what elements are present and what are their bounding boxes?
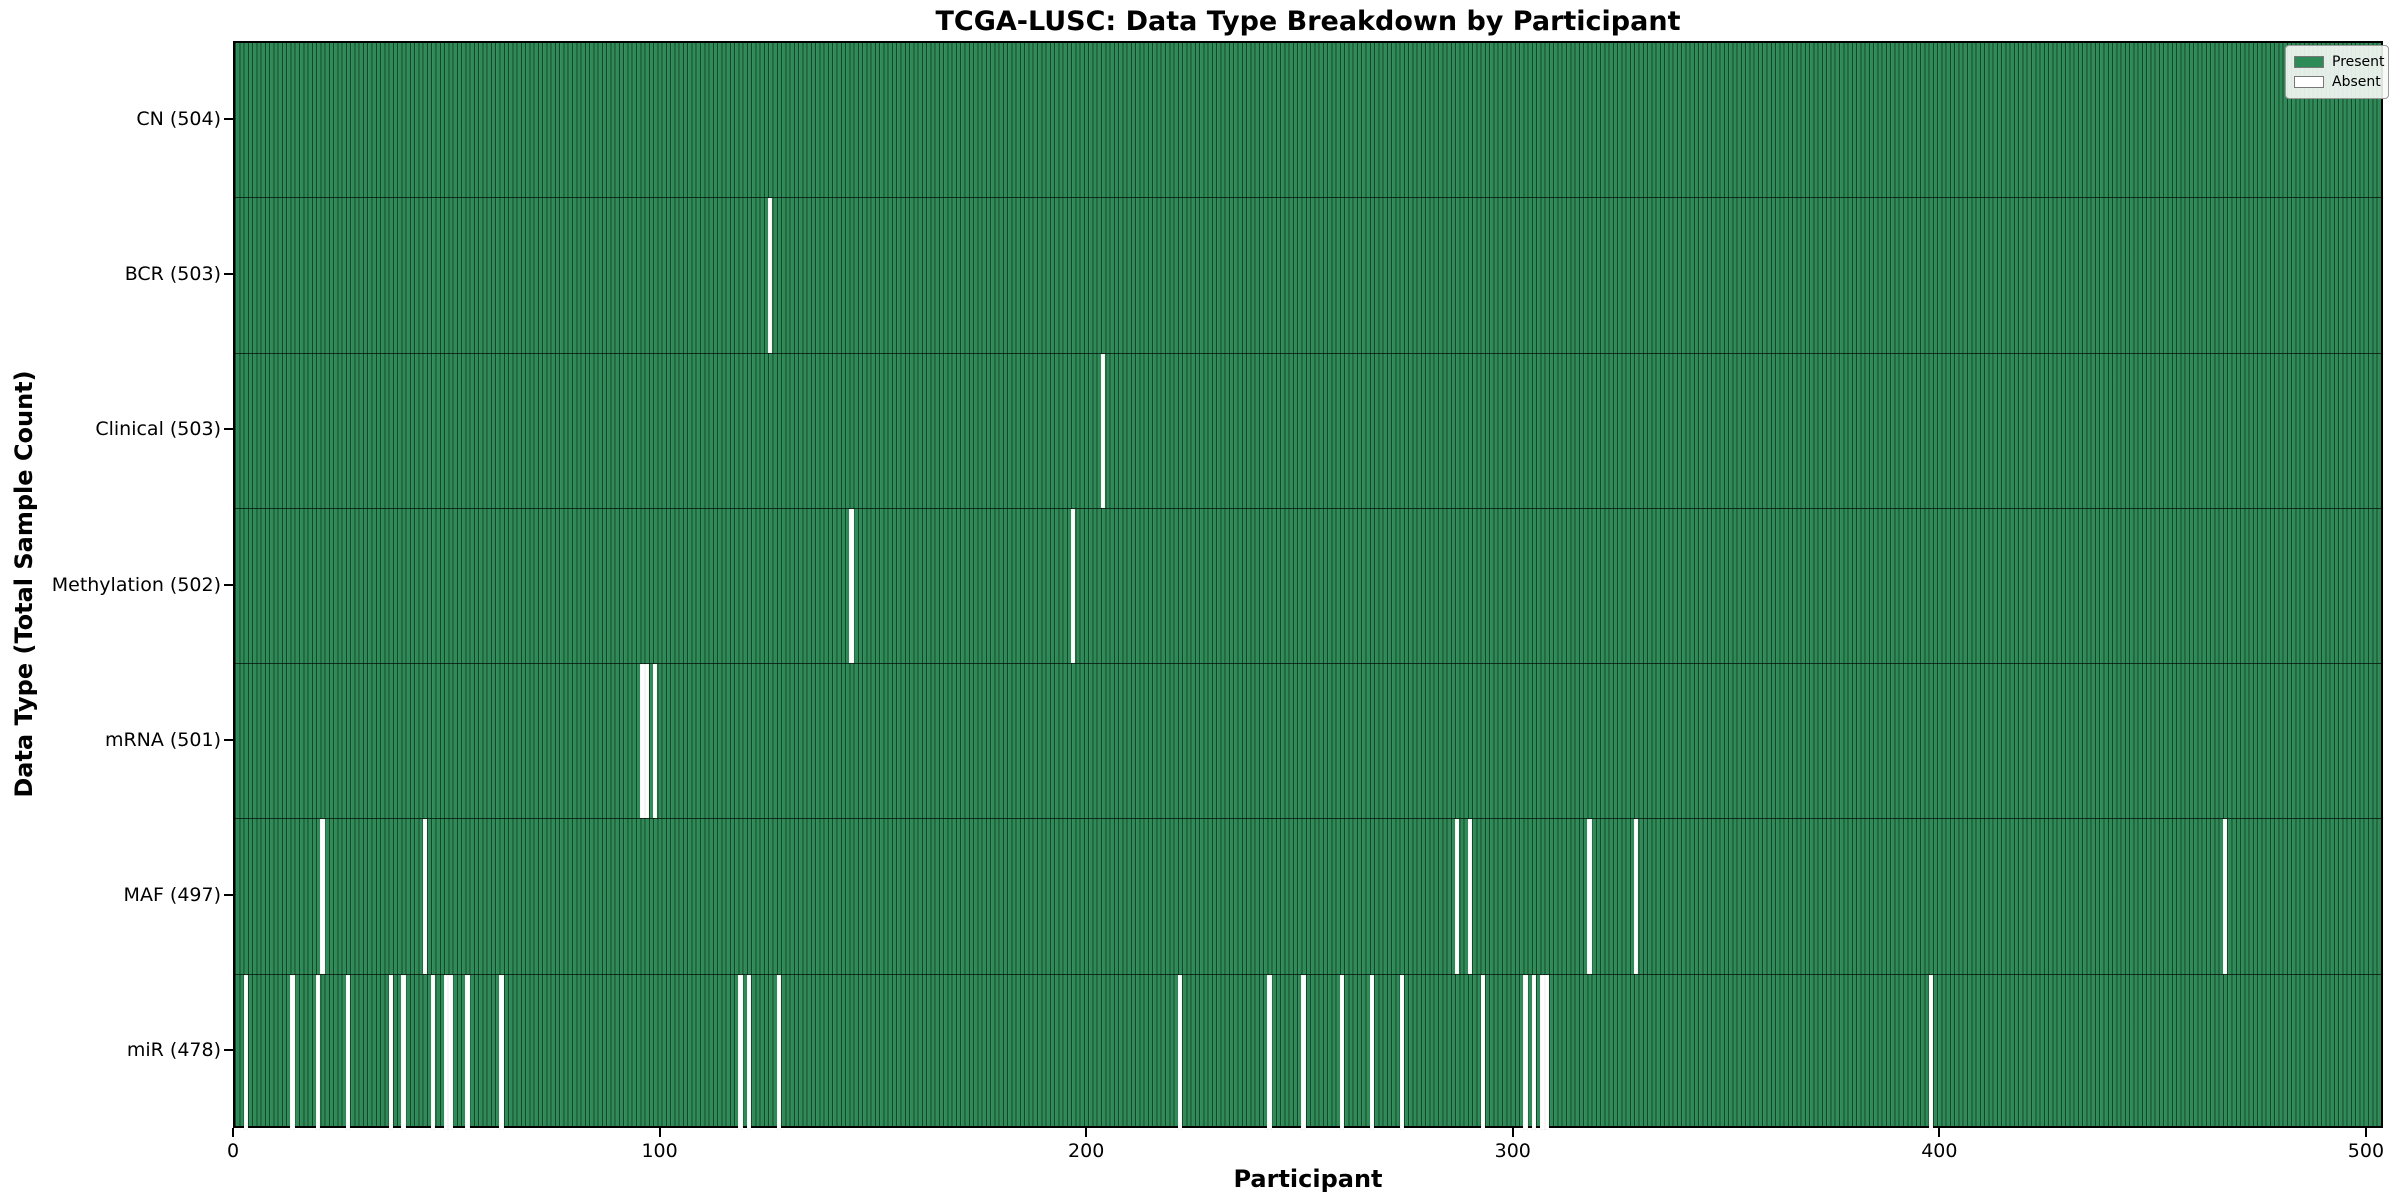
x-tick-label-400: 400: [1921, 1140, 1958, 1162]
row-band-Methylation: [235, 508, 2381, 665]
absent-cell: [1399, 974, 1404, 1130]
legend: Present Absent: [2285, 45, 2389, 99]
x-axis-label: Participant: [1233, 1165, 1383, 1193]
absent-cell: [1267, 974, 1272, 1130]
absent-cell: [444, 974, 449, 1130]
row-band-CN: [235, 43, 2381, 199]
y-tick-mark: [224, 894, 233, 897]
plot-area: [233, 41, 2383, 1130]
absent-cell: [849, 508, 854, 664]
absent-cell: [1467, 819, 1473, 974]
absent-cell: [465, 974, 470, 1130]
absent-cell: [401, 974, 406, 1130]
x-tick-label-500: 500: [2347, 1140, 2385, 1162]
absent-cell: [738, 974, 743, 1130]
y-tick-mark: [224, 428, 233, 431]
absent-cell: [345, 974, 351, 1130]
y-tick-label-mRNA: mRNA (501): [104, 728, 221, 751]
absent-cell: [1531, 974, 1537, 1130]
legend-swatch-present: [2294, 56, 2324, 68]
y-tick-label-miR: miR (478): [126, 1039, 221, 1062]
y-tick-mark: [224, 117, 233, 120]
absent-cell: [2222, 819, 2228, 974]
absent-cell: [1369, 974, 1374, 1130]
absent-cell: [1455, 819, 1460, 974]
absent-cell: [1339, 974, 1345, 1130]
absent-cell: [1100, 353, 1106, 508]
absent-cell: [1071, 508, 1076, 664]
x-tick-mark: [232, 1128, 234, 1137]
x-tick-label-300: 300: [1494, 1140, 1531, 1162]
absent-cell: [431, 974, 436, 1130]
y-tick-label-MAF: MAF (497): [123, 884, 221, 907]
absent-cell: [448, 974, 453, 1130]
absent-cell: [1587, 819, 1592, 974]
absent-cell: [1634, 819, 1639, 974]
y-tick-label-Clinical: Clinical (503): [95, 418, 221, 441]
x-tick-label-200: 200: [1068, 1140, 1105, 1162]
absent-cell: [320, 819, 325, 974]
absent-cell: [1540, 974, 1545, 1130]
x-tick-label-0: 0: [226, 1140, 240, 1162]
x-tick-mark: [658, 1128, 661, 1137]
absent-cell: [1523, 974, 1528, 1130]
x-tick-mark: [1511, 1128, 1514, 1137]
row-band-miR: [235, 974, 2381, 1130]
row-band-MAF: [235, 819, 2381, 975]
y-tick-mark: [224, 738, 233, 741]
y-axis-label: Data Type (Total Sample Count): [10, 370, 38, 798]
absent-cell: [243, 974, 248, 1130]
y-tick-mark: [224, 272, 233, 275]
absent-cell: [290, 974, 295, 1130]
y-tick-mark: [224, 1049, 233, 1052]
legend-item-present: Present: [2294, 52, 2385, 72]
absent-cell: [776, 974, 782, 1130]
legend-label-present: Present: [2332, 54, 2385, 70]
absent-cell: [422, 819, 427, 974]
absent-cell: [1480, 974, 1485, 1130]
absent-cell: [316, 974, 321, 1130]
absent-cell: [388, 974, 393, 1130]
absent-cell: [1301, 974, 1306, 1130]
legend-swatch-absent: [2294, 76, 2324, 88]
absent-cell: [644, 664, 649, 819]
absent-cell: [746, 974, 752, 1130]
legend-item-absent: Absent: [2294, 72, 2381, 92]
x-tick-mark: [1938, 1128, 1941, 1137]
y-tick-label-Methylation: Methylation (502): [51, 573, 221, 596]
absent-cell: [1928, 974, 1933, 1130]
absent-cell: [653, 664, 658, 819]
absent-cell: [499, 974, 504, 1130]
x-tick-mark: [1085, 1128, 1088, 1137]
legend-label-absent: Absent: [2332, 74, 2381, 90]
y-tick-label-BCR: BCR (503): [124, 262, 221, 285]
chart-title: TCGA-LUSC: Data Type Breakdown by Partic…: [935, 6, 1681, 37]
row-band-Clinical: [235, 353, 2381, 509]
absent-cell: [1177, 974, 1183, 1130]
x-tick-mark: [2364, 1128, 2367, 1137]
y-tick-label-CN: CN (504): [136, 107, 221, 130]
y-tick-mark: [224, 583, 233, 586]
absent-cell: [768, 198, 773, 353]
absent-cell: [1544, 974, 1549, 1130]
row-band-mRNA: [235, 664, 2381, 820]
x-tick-label-100: 100: [641, 1140, 678, 1162]
absent-cell: [640, 664, 645, 819]
row-band-BCR: [235, 198, 2381, 354]
